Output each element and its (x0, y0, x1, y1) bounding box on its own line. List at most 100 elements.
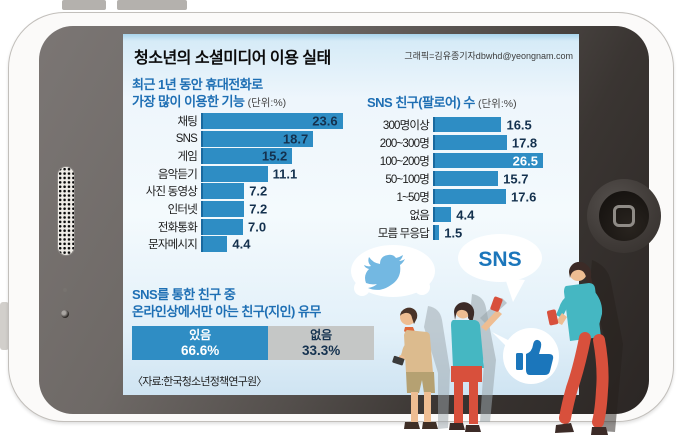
proximity-sensor-dot (63, 288, 67, 292)
bar (433, 189, 507, 204)
bar-value: 15.7 (503, 171, 529, 186)
bar-label: 300명이상 (382, 119, 430, 132)
bar-value: 4.4 (456, 207, 475, 222)
bar-value: 16.5 (506, 117, 532, 132)
home-button (587, 179, 661, 253)
bar-track: 7.2 (201, 200, 357, 217)
bar-track: 7.2 (201, 183, 357, 200)
source-text: 〈자료:한국청소년정책연구원〉 (132, 376, 267, 388)
bar-value: 17.6 (511, 189, 537, 204)
bar-row: 문자메시지 4.4 (127, 236, 357, 253)
bar-label: 음악듣기 (157, 168, 198, 181)
bar (201, 218, 243, 235)
bar-label: 100~200명 (379, 155, 430, 168)
bar-value: 18.7 (282, 131, 309, 147)
phone-side-button (0, 302, 9, 350)
bar-label: 사진 동영상 (145, 186, 198, 199)
phone-top-button-large (117, 0, 187, 10)
bar: 23.6 (201, 113, 343, 129)
bar-row: 게임 15.2 (127, 148, 357, 165)
front-camera-icon (61, 310, 69, 318)
chart3-title: SNS를 통한 친구 중 온라인상에서만 아는 친구(지인) 유무 (132, 287, 321, 320)
segment-value: 33.3% (301, 343, 341, 358)
chart3-title-line1: SNS를 통한 친구 중 (132, 287, 236, 302)
bar-label: 전화통화 (157, 221, 198, 234)
bar-track: 1.5 (433, 225, 575, 240)
bar-label: 게임 (177, 151, 197, 164)
bar-label: 없음 (409, 209, 429, 222)
segment-label: 있음 (189, 328, 212, 342)
bar-row: 사진 동영상 7.2 (127, 183, 357, 200)
bar: 18.7 (201, 130, 314, 147)
bar-value: 7.2 (249, 201, 268, 217)
bar-value: 26.5 (512, 153, 538, 168)
bar: 15.2 (201, 148, 293, 165)
bar-value: 7.0 (248, 219, 267, 235)
chart1-unit-label: (단위:%) (247, 96, 287, 109)
chart2-unit-label: (단위:%) (478, 98, 517, 110)
bar-row: 100~200명 26.5 (359, 153, 575, 168)
bar-value: 4.4 (232, 236, 251, 252)
bar-row: 없음 4.4 (359, 207, 575, 222)
bar (433, 171, 499, 186)
bar-row: SNS 18.7 (127, 130, 357, 147)
bar-row: 인터넷 7.2 (127, 200, 357, 217)
bar-row: 전화통화 7.0 (127, 218, 357, 235)
bar-track: 17.6 (433, 189, 575, 204)
chart2-bars: 300명이상 16.5 200~300명 17.8 100~200명 26.5 50~100… (359, 117, 575, 243)
chart3-title-line2: 온라인상에서만 아는 친구(지인) 유무 (132, 303, 321, 319)
chart2-title-text: SNS 친구(팔로어) 수 (367, 95, 475, 110)
infographic-screen: 청소년의 소셜미디어 이용 실태 그래픽=김유종기자dbwhd@yeongnam… (123, 34, 579, 395)
bar-value: 11.1 (272, 166, 298, 182)
bar (201, 165, 268, 182)
credit-text: 그래픽=김유종기자dbwhd@yeongnam.com (404, 51, 573, 61)
bar (201, 200, 245, 217)
bar-label: 50~100명 (385, 173, 429, 186)
bar (433, 207, 452, 222)
bar-label: 모름 무응답 (377, 227, 430, 240)
bar (201, 183, 245, 200)
home-button-square-icon (613, 205, 635, 227)
speaker-grille-icon (58, 167, 74, 255)
bar-track: 15.2 (201, 148, 357, 165)
phone-top-button-small (62, 0, 106, 10)
bar-track: 23.6 (201, 113, 357, 129)
bar-row: 1~50명 17.6 (359, 189, 575, 204)
bar-track: 4.4 (201, 236, 357, 253)
bar-label: 채팅 (177, 116, 197, 128)
bar (433, 225, 440, 240)
bar-track: 7.0 (201, 218, 357, 235)
chart1-title: 최근 1년 동안 휴대전화로 가장 많이 이용한 기능 (단위:%) (132, 77, 286, 111)
bar-track: 16.5 (433, 117, 575, 132)
bar-label: 인터넷 (167, 203, 198, 216)
stacked-segment: 없음 33.3% (268, 326, 374, 360)
bar (201, 236, 228, 253)
phone-bezel: 청소년의 소셜미디어 이용 실태 그래픽=김유종기자dbwhd@yeongnam… (39, 26, 661, 414)
bar-track: 11.1 (201, 165, 357, 182)
bar-label: 200~300명 (379, 137, 430, 150)
bar-track: 26.5 (433, 153, 575, 168)
bar-label: 1~50명 (396, 191, 430, 204)
page-title: 청소년의 소셜미디어 이용 실태 (134, 50, 331, 67)
bar-row: 음악듣기 11.1 (127, 165, 357, 182)
bar-track: 15.7 (433, 171, 575, 186)
chart1-title-line1: 최근 1년 동안 휴대전화로 (132, 77, 263, 92)
bar-row: 50~100명 15.7 (359, 171, 575, 186)
bar-value: 15.2 (261, 148, 288, 164)
chart1-bars: 채팅 23.6 SNS 18.7 게임 15.2 음악듣기 11.1 사진 동영상 7.2 인터넷 7… (127, 113, 357, 254)
segment-value: 66.6% (180, 343, 220, 358)
bar-row: 300명이상 16.5 (359, 117, 575, 132)
bar-value: 1.5 (444, 225, 463, 240)
chart2-title: SNS 친구(팔로어) 수 (단위:%) (367, 95, 517, 113)
phone-frame: 청소년의 소셜미디어 이용 실태 그래픽=김유종기자dbwhd@yeongnam… (8, 12, 674, 422)
bar-value: 17.8 (511, 135, 538, 150)
segment-label: 없음 (310, 328, 333, 342)
bar-track: 17.8 (433, 135, 575, 150)
bar-value: 7.2 (249, 183, 268, 199)
bar-track: 4.4 (433, 207, 575, 222)
bar-label: 문자메시지 (148, 239, 198, 252)
bar-row: 모름 무응답 1.5 (359, 225, 575, 240)
bar (433, 135, 507, 150)
bar (433, 117, 502, 132)
